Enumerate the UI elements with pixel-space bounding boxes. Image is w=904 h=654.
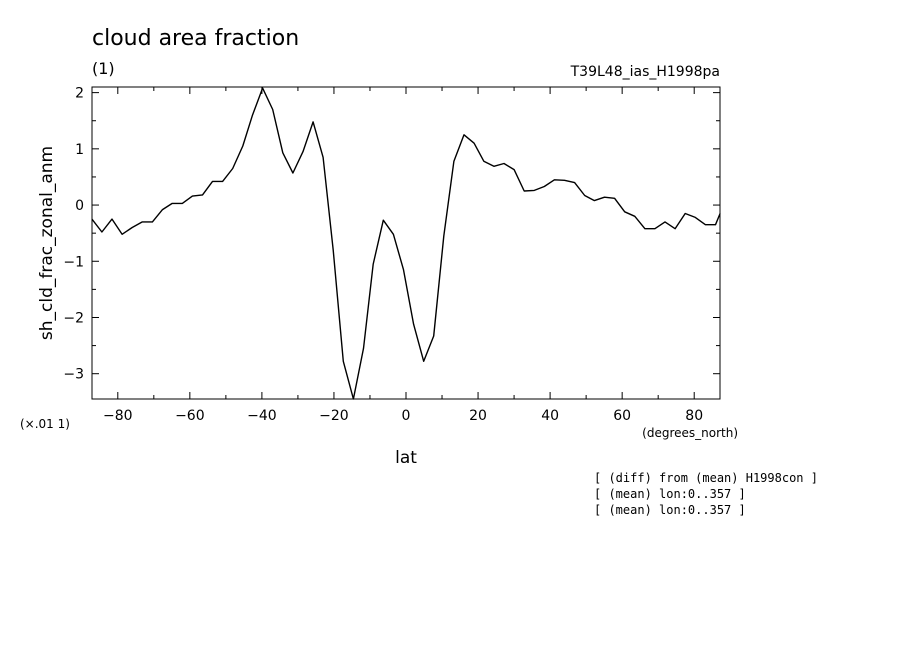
run-label: T39L48_ias_H1998pa [570, 64, 720, 80]
y-axis-label: sh_cld_frac_zonal_anm [37, 146, 57, 340]
x-tick-label: 60 [613, 408, 631, 424]
y-tick-label: −1 [63, 254, 84, 270]
x-tick-label: 40 [541, 408, 559, 424]
y-tick-label: 1 [75, 142, 84, 158]
x-tick-label: 20 [469, 408, 487, 424]
x-ticks: −80 −60 −40 −20 0 20 40 60 80 [103, 87, 703, 424]
chart-units: (1) [92, 59, 115, 78]
plot-area: −80 −60 −40 −20 0 20 40 60 80 −3 −2 −1 0 1 2 [63, 86, 721, 424]
x-tick-label: −60 [175, 408, 205, 424]
x-tick-label: −40 [247, 408, 277, 424]
y-tick-label: 0 [75, 198, 84, 214]
note-line: [ (mean) lon:0..357 ] [594, 503, 746, 517]
note-line: [ (mean) lon:0..357 ] [594, 487, 746, 501]
x-units-label: (degrees_north) [642, 426, 738, 440]
chart-title: cloud area fraction [92, 26, 299, 51]
y-tick-label: −3 [63, 367, 84, 383]
x-tick-label: 0 [402, 408, 411, 424]
note-line: [ (diff) from (mean) H1998con ] [594, 471, 818, 485]
y-tick-label: 2 [75, 86, 84, 102]
y-tick-label: −2 [63, 310, 84, 326]
x-tick-label: −80 [103, 408, 133, 424]
data-line [91, 87, 721, 400]
x-tick-label: 80 [685, 408, 703, 424]
y-scale-label: (×.01 1) [20, 417, 70, 431]
y-ticks: −3 −2 −1 0 1 2 [63, 86, 720, 383]
x-tick-label: −20 [319, 408, 349, 424]
x-axis-label: lat [395, 448, 417, 468]
plot-frame [91, 86, 721, 400]
